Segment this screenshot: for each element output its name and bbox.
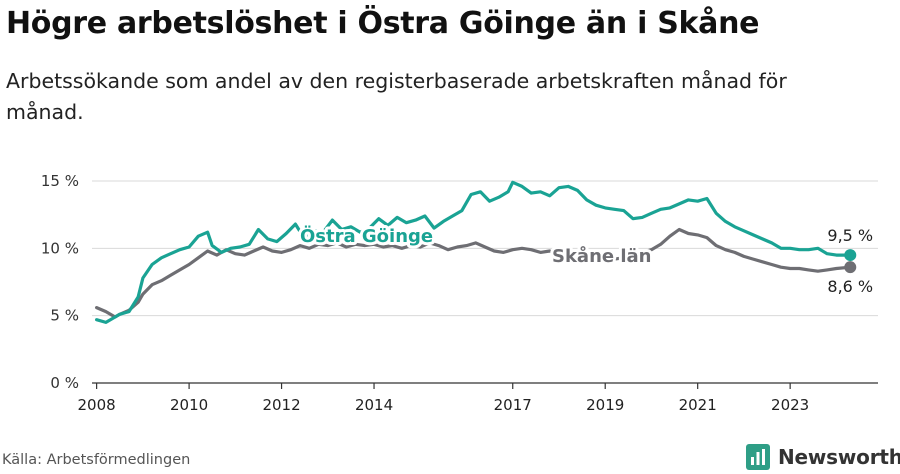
x-tick-label: 2017 xyxy=(494,396,532,414)
chart-title: Högre arbetslöshet i Östra Göinge än i S… xyxy=(6,6,760,41)
x-tick-label: 2014 xyxy=(355,396,393,414)
chart-subtitle: Arbetssökande som andel av den registerb… xyxy=(6,69,787,124)
series-line-skane xyxy=(95,227,852,319)
y-tick-label: 5 % xyxy=(50,307,79,325)
newsworthy-logo[interactable]: Newsworthy xyxy=(746,444,900,470)
series-label-skane: Skåne län xyxy=(552,245,652,267)
y-tick-label: 15 % xyxy=(41,172,79,190)
series-label-ostra-goinge: Östra Göinge xyxy=(300,225,433,247)
x-tick-label: 2021 xyxy=(679,396,717,414)
x-tick-label: 2010 xyxy=(170,396,208,414)
series-labels: 8,6 % 9,5 % Skåne län Östra Göinge xyxy=(297,222,873,296)
y-tick-label: 0 % xyxy=(50,374,79,392)
x-tick-label: 2012 xyxy=(262,396,300,414)
x-axis: 2008 2010 2012 2014 2017 2019 2021 2023 xyxy=(78,382,878,414)
end-point-skane xyxy=(844,261,857,274)
y-tick-label: 10 % xyxy=(41,239,79,257)
brand-name: Newsworthy xyxy=(778,445,900,469)
end-point-ostra-goinge xyxy=(844,249,857,262)
y-axis-tick-labels: 0 % 5 % 10 % 15 % xyxy=(41,172,79,392)
end-value-label-skane: 8,6 % xyxy=(827,277,873,296)
x-tick-label: 2008 xyxy=(78,396,116,414)
x-tick-label: 2023 xyxy=(771,396,809,414)
x-tick-label: 2019 xyxy=(586,396,624,414)
source-note: Källa: Arbetsförmedlingen xyxy=(2,452,191,468)
series-line-ostra-goinge xyxy=(95,180,852,324)
bar-chart-logo-icon xyxy=(746,444,770,470)
series-lines xyxy=(95,180,857,324)
end-value-label-ostra-goinge: 9,5 % xyxy=(827,226,873,245)
